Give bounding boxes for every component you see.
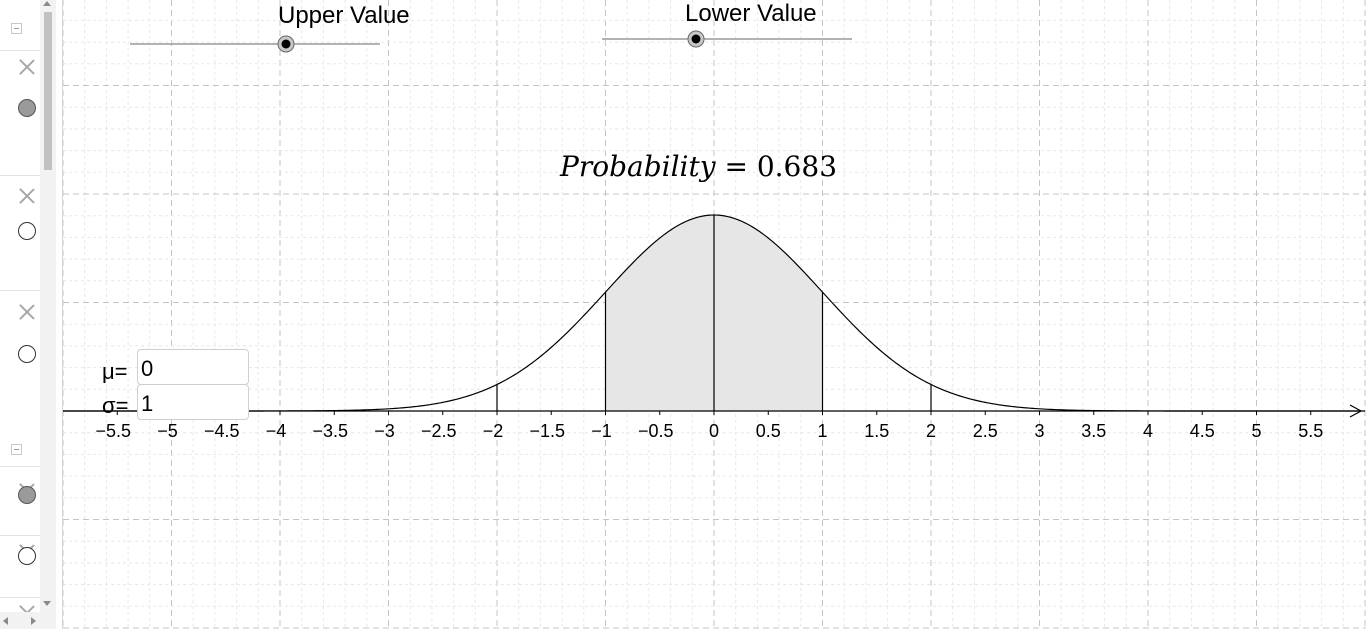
lower-value-slider-label: Lower Value	[685, 0, 817, 27]
algebra-item[interactable]	[0, 597, 40, 612]
x-tick-label: 1	[817, 421, 827, 441]
x-tick-label: −3.5	[312, 421, 348, 441]
x-tick-label: 3	[1034, 421, 1044, 441]
collapse-icon	[11, 23, 22, 34]
visibility-toggle-icon[interactable]	[18, 547, 36, 565]
collapse-icon	[11, 444, 22, 455]
sigma-input[interactable]: 1	[137, 384, 249, 420]
x-tick-label: −4	[266, 421, 287, 441]
close-icon[interactable]	[19, 188, 35, 204]
x-tick-label: 3.5	[1081, 421, 1106, 441]
probability-name: Probability	[560, 150, 716, 183]
x-tick-label: 5	[1251, 421, 1261, 441]
x-tick-label: 0.5	[756, 421, 781, 441]
scroll-down-icon[interactable]	[43, 601, 51, 606]
algebra-item[interactable]	[0, 466, 40, 533]
upper-value-slider-handle-dot	[281, 39, 291, 49]
probability-value: 0.683	[756, 150, 838, 183]
x-tick-label: 1.5	[864, 421, 889, 441]
x-axis-arrow-icon	[1349, 404, 1363, 418]
sigma-label: σ=	[102, 393, 129, 418]
group-collapse-toggle[interactable]	[0, 14, 40, 42]
x-tick-label: −1.5	[529, 421, 565, 441]
graphics-view[interactable]: −5.5 −5 −4.5 −4 −3.5 −3 −2.5 −2 −1.5 −1 −0.5 0 0.5 1 1…	[63, 0, 1366, 629]
x-tick-label: 4.5	[1190, 421, 1215, 441]
x-tick-label: −5.5	[95, 421, 131, 441]
group-collapse-toggle[interactable]	[0, 435, 40, 463]
close-icon[interactable]	[19, 59, 35, 75]
probability-label: Probability = 0.683	[560, 150, 837, 183]
x-tick-label: 2.5	[973, 421, 998, 441]
mu-label: μ=	[102, 359, 128, 384]
probability-equals: =	[724, 150, 748, 183]
x-tick-label: −3	[374, 421, 395, 441]
algebra-item[interactable]	[0, 535, 40, 596]
grid	[63, 0, 1366, 629]
lower-value-slider-handle-dot	[691, 34, 701, 44]
scrollbar-thumb[interactable]	[44, 12, 52, 170]
x-tick-label: −5	[157, 421, 178, 441]
scroll-up-icon[interactable]	[43, 1, 51, 6]
algebra-item[interactable]	[0, 175, 40, 288]
visibility-toggle-icon[interactable]	[18, 345, 36, 363]
x-tick-label: 4	[1143, 421, 1153, 441]
visibility-toggle-icon[interactable]	[18, 99, 36, 117]
normal-distribution-plot: −5.5 −5 −4.5 −4 −3.5 −3 −2.5 −2 −1.5 −1 −0.5 0 0.5 1 1…	[63, 0, 1366, 629]
x-tick-label: −2.5	[421, 421, 457, 441]
scroll-right-icon[interactable]	[31, 617, 36, 625]
horizontal-scrollbar[interactable]	[0, 612, 40, 629]
vertical-scrollbar[interactable]	[40, 0, 56, 629]
mu-input[interactable]: 0	[137, 349, 249, 385]
upper-value-slider-label: Upper Value	[278, 2, 410, 29]
x-tick-label: 0	[709, 421, 719, 441]
scroll-left-icon[interactable]	[3, 617, 8, 625]
visibility-toggle-icon[interactable]	[18, 486, 36, 504]
x-tick-label: −4.5	[204, 421, 240, 441]
visibility-toggle-icon[interactable]	[18, 222, 36, 240]
algebra-item[interactable]	[0, 50, 40, 173]
x-tick-label: −2	[483, 421, 504, 441]
x-tick-label: −0.5	[638, 421, 674, 441]
algebra-panel	[0, 0, 62, 629]
algebra-item[interactable]	[0, 290, 40, 423]
x-tick-label: −1	[591, 421, 612, 441]
close-icon[interactable]	[19, 304, 35, 320]
close-icon[interactable]	[19, 605, 35, 612]
x-tick-label: 5.5	[1298, 421, 1323, 441]
x-tick-label: 2	[926, 421, 936, 441]
